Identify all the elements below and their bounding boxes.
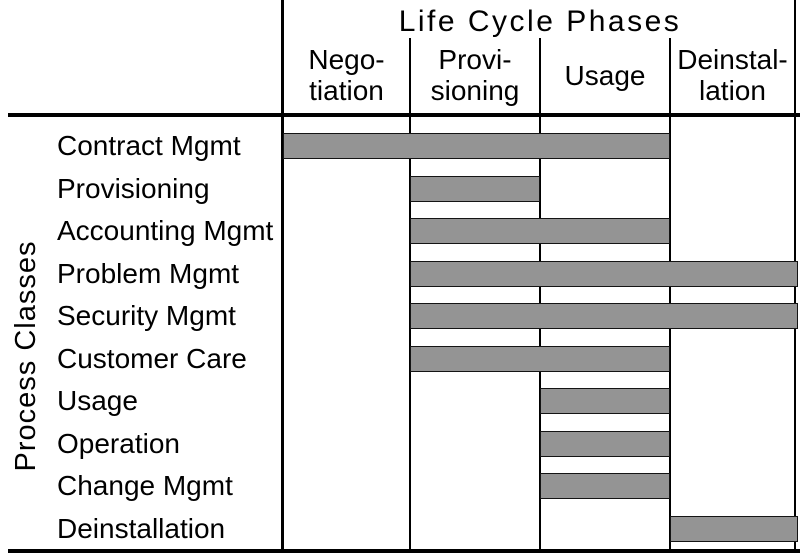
process-classes-axis-label: Process Classes bbox=[10, 240, 42, 472]
phase-span-bar-security-mgmt bbox=[410, 303, 798, 329]
process-label-problem-mgmt: Problem Mgmt bbox=[57, 257, 240, 289]
phase-span-bar-usage bbox=[540, 388, 670, 414]
phase-span-bar-problem-mgmt bbox=[410, 260, 798, 287]
process-label-security-mgmt: Security Mgmt bbox=[57, 300, 236, 331]
phase-header-negotiation: Nego- tiation bbox=[308, 44, 385, 106]
phase-header-deinstallation: Deinstal- lation bbox=[677, 44, 788, 106]
process-label-accounting-mgmt: Accounting Mgmt bbox=[57, 215, 274, 246]
process-label-change-mgmt: Change Mgmt bbox=[57, 470, 233, 501]
table-left-border-line bbox=[281, 0, 284, 553]
process-label-provisioning: Provisioning bbox=[57, 172, 210, 204]
column-separator-line bbox=[669, 38, 671, 549]
process-label-customer-care: Customer Care bbox=[57, 342, 247, 374]
process-label-usage: Usage bbox=[57, 385, 138, 416]
phase-span-bar-accounting-mgmt bbox=[410, 218, 670, 244]
phase-span-bar-contract-mgmt bbox=[283, 133, 670, 159]
phase-header-provisioning: Provi- sioning bbox=[430, 44, 520, 106]
phase-span-bar-operation bbox=[540, 430, 670, 457]
header-divider-line bbox=[8, 113, 800, 117]
column-separator-line bbox=[539, 38, 541, 549]
process-label-deinstallation: Deinstallation bbox=[57, 512, 226, 544]
diagram-title: Life Cycle Phases bbox=[398, 5, 682, 38]
bottom-border-line bbox=[8, 549, 800, 553]
phase-span-bar-provisioning bbox=[410, 175, 540, 202]
phase-header-usage: Usage bbox=[564, 59, 646, 91]
phase-span-bar-customer-care bbox=[410, 345, 670, 372]
column-separator-line bbox=[409, 38, 411, 549]
phase-span-bar-change-mgmt bbox=[540, 473, 670, 499]
phase-span-bar-deinstallation bbox=[670, 515, 798, 542]
process-label-operation: Operation bbox=[57, 427, 180, 459]
process-label-contract-mgmt: Contract Mgmt bbox=[57, 130, 241, 161]
